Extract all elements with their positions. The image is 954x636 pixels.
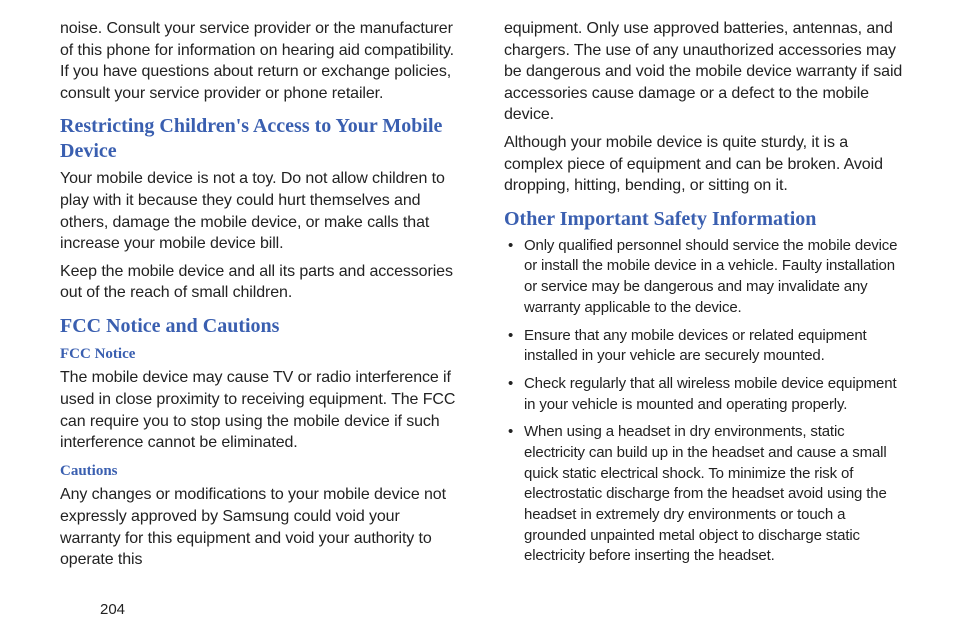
para-tv-interference: The mobile device may cause TV or radio … <box>60 367 460 453</box>
para-keep-out-of-reach: Keep the mobile device and all its parts… <box>60 261 460 304</box>
para-not-a-toy: Your mobile device is not a toy. Do not … <box>60 168 460 254</box>
left-column: noise. Consult your service provider or … <box>60 18 460 593</box>
list-item: When using a headset in dry environments… <box>506 422 904 567</box>
heading-restricting-children: Restricting Children's Access to Your Mo… <box>60 114 460 164</box>
para-void-warranty: Any changes or modifications to your mob… <box>60 484 460 570</box>
para-noise-continuation: noise. Consult your service provider or … <box>60 18 460 104</box>
list-item: Ensure that any mobile devices or relate… <box>506 326 904 367</box>
para-equipment-continuation: equipment. Only use approved batteries, … <box>504 18 904 126</box>
right-column: equipment. Only use approved batteries, … <box>504 18 904 593</box>
two-column-layout: noise. Consult your service provider or … <box>60 18 904 593</box>
list-item: Only qualified personnel should service … <box>506 236 904 319</box>
subheading-fcc-notice: FCC Notice <box>60 345 460 365</box>
para-sturdy: Although your mobile device is quite stu… <box>504 132 904 197</box>
heading-fcc-notice-cautions: FCC Notice and Cautions <box>60 314 460 339</box>
page-number: 204 <box>60 601 904 618</box>
heading-other-safety: Other Important Safety Information <box>504 207 904 232</box>
subheading-cautions: Cautions <box>60 462 460 482</box>
safety-bullet-list: Only qualified personnel should service … <box>504 236 904 574</box>
list-item: Check regularly that all wireless mobile… <box>506 374 904 415</box>
